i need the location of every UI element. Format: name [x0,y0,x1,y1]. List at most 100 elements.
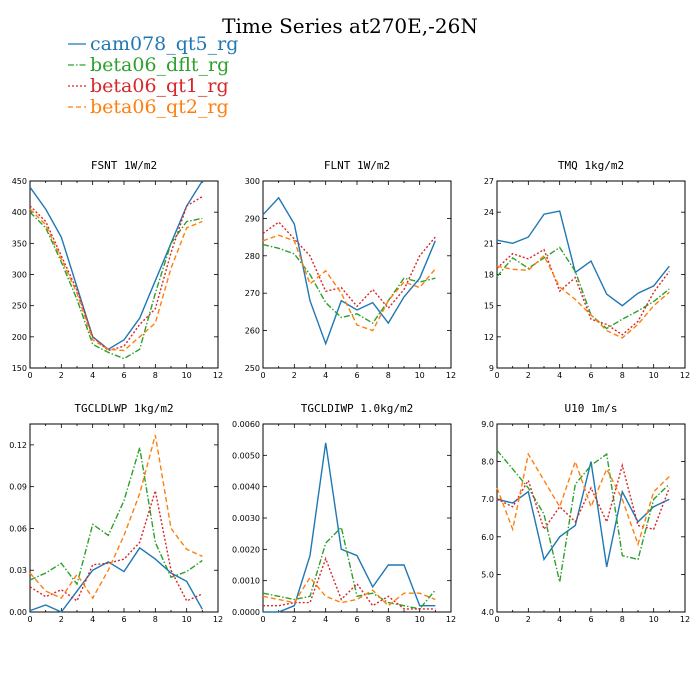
legend-label: beta06_qt1_rg [90,75,229,97]
y-tick-label: 12 [484,333,494,342]
x-tick-label: 4 [323,371,328,380]
x-tick-label: 10 [415,371,425,380]
series-line-cam078_qt5_rg [262,196,436,346]
y-tick-label: 5.0 [481,570,494,579]
y-tick-label: 290 [245,214,260,223]
x-tick-label: 6 [121,615,126,624]
series-line-beta06_dflt_rg [29,211,203,360]
y-tick-label: 9.0 [481,420,494,429]
panel-title: TGCLDLWP 1kg/m2 [74,402,173,415]
series-line-cam078_qt5_rg [496,461,670,568]
x-tick-label: 4 [90,371,95,380]
series-line-cam078_qt5_rg [29,180,203,351]
x-tick-label: 12 [680,615,690,624]
panel-1: FSNT 1W/m2 0 2 4 6 8 10 12 150 200 250 300 350 400 450 [12,159,223,380]
legend-label: beta06_dflt_rg [90,54,229,76]
y-tick-label: 21 [484,239,494,248]
x-tick-label: 0 [494,371,499,380]
x-tick-label: 2 [526,615,531,624]
x-tick-label: 10 [182,615,192,624]
panel-title: FLNT 1W/m2 [324,159,390,172]
x-tick-label: 12 [446,615,456,624]
y-tick-label: 0.09 [9,483,27,492]
x-tick-label: 12 [680,371,690,380]
x-tick-label: 10 [415,615,425,624]
series-line-beta06_qt1_rg [496,462,670,531]
plot-frame [496,423,686,613]
panel-6: U10 1m/s 0 2 4 6 8 10 12 4.0 5.0 6.0 7.0 8.0 9.0 [481,402,690,624]
y-tick-label: 400 [12,208,27,217]
x-tick-label: 8 [620,615,625,624]
series-line-cam078_qt5_rg [496,210,670,307]
x-tick-label: 6 [354,615,359,624]
y-tick-label: 0.0050 [232,451,260,460]
y-tick-label: 250 [12,302,27,311]
x-tick-label: 4 [557,615,562,624]
series-line-cam078_qt5_rg [263,442,436,613]
x-tick-label: 10 [182,371,192,380]
x-tick-label: 8 [153,371,158,380]
x-tick-label: 4 [90,615,95,624]
y-tick-label: 300 [245,177,260,186]
y-tick-label: 18 [484,271,494,280]
panel-5: TGCLDIWP 1.0kg/m2 0 2 4 6 8 10 12 0.0000 0.0010 0.… [232,402,456,624]
series-line-beta06_qt2_rg [496,254,670,339]
x-tick-label: 12 [213,371,223,380]
x-tick-label: 0 [260,615,265,624]
y-tick-label: 0.0020 [232,545,260,554]
x-tick-label: 8 [386,615,391,624]
y-tick-label: 0.00 [9,608,27,617]
series-line-beta06_qt1_rg [29,195,203,352]
panel-title: U10 1m/s [565,402,618,415]
panel-title: TMQ 1kg/m2 [558,159,624,172]
x-tick-label: 8 [620,371,625,380]
y-tick-label: 0.12 [9,441,27,450]
panels: FSNT 1W/m20 2 4 6 8 10 12150200250300350400450… [9,159,690,624]
y-tick-label: 150 [12,364,27,373]
x-tick-label: 2 [59,371,64,380]
legend-label: cam078_qt5_rg [90,33,238,55]
y-tick-label: 300 [12,271,27,280]
legend: cam078_qt5_rgbeta06_dflt_rgbeta06_qt1_rg… [68,33,238,118]
y-tick-label: 350 [12,239,27,248]
y-tick-label: 260 [245,327,260,336]
y-tick-label: 0.0010 [232,577,260,586]
x-tick-label: 2 [59,615,64,624]
x-tick-label: 0 [260,371,265,380]
plot-frame [262,423,452,613]
y-tick-label: 450 [12,177,27,186]
x-tick-label: 4 [323,615,328,624]
series-line-beta06_qt1_rg [263,556,436,610]
series-line-beta06_dflt_rg [262,243,436,325]
x-tick-label: 8 [386,371,391,380]
x-tick-label: 8 [153,615,158,624]
x-tick-label: 4 [557,371,562,380]
x-tick-label: 2 [292,371,297,380]
panel-2: FLNT 1W/m2 0 2 4 6 8 10 12 250 260 270 280 290 300 [245,159,456,380]
panel-4: TGCLDLWP 1kg/m2 0 2 4 6 8 10 12 0.00 0.03 0.06 0.09… [9,402,223,624]
y-tick-label: 8.0 [481,458,494,467]
legend-label: beta06_qt2_rg [90,96,229,118]
x-tick-label: 2 [292,615,297,624]
x-tick-label: 6 [588,615,593,624]
y-tick-label: 6.0 [481,533,494,542]
x-tick-label: 10 [649,371,659,380]
y-tick-label: 0.0030 [232,514,260,523]
y-tick-label: 280 [245,252,260,261]
x-tick-label: 10 [649,615,659,624]
plot-frame [496,180,686,369]
figure-title: Time Series at270E,-26N [222,14,478,38]
x-tick-label: 0 [27,371,32,380]
y-tick-label: 200 [12,333,27,342]
panel-title: TGCLDIWP 1.0kg/m2 [301,402,414,415]
series-line-beta06_qt2_rg [29,434,203,600]
series-line-beta06_dflt_rg [496,246,670,330]
series-line-cam078_qt5_rg [29,546,203,613]
y-tick-label: 0.0040 [232,483,260,492]
x-tick-label: 2 [526,371,531,380]
y-tick-label: 0.06 [9,524,27,533]
x-tick-label: 0 [494,615,499,624]
plot-frame [262,180,452,369]
